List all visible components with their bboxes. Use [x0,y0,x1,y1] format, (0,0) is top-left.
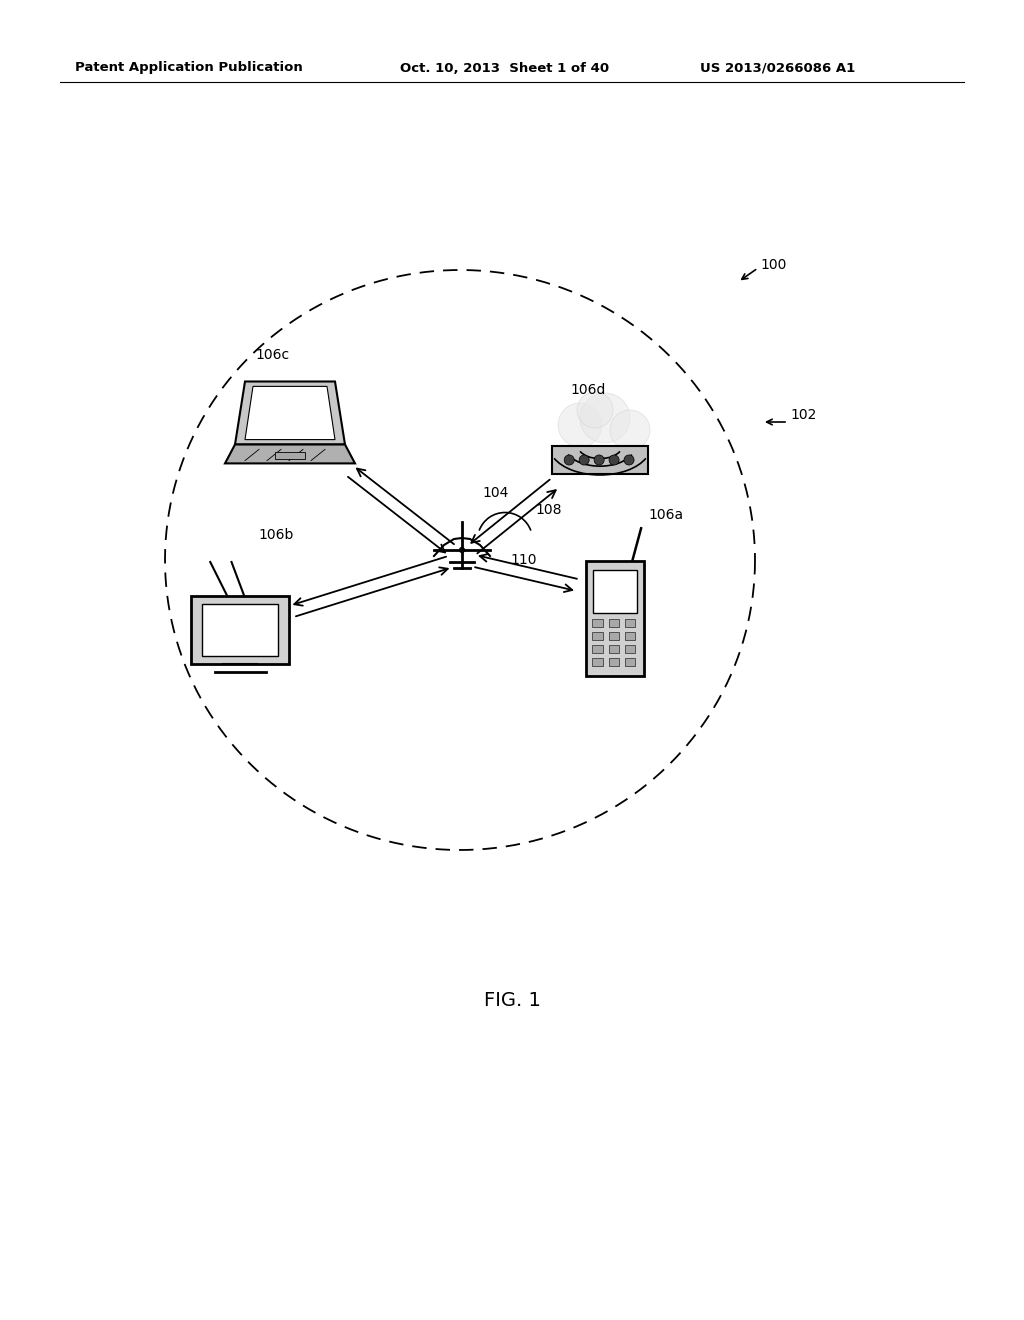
Bar [608,659,620,667]
Text: 104: 104 [482,486,508,500]
Bar [592,659,603,667]
Bar [275,451,305,458]
Circle shape [580,393,630,444]
Bar [625,645,635,653]
Text: 102: 102 [790,408,816,422]
Circle shape [564,455,574,465]
Bar [592,619,603,627]
Bar [202,605,279,656]
Polygon shape [234,381,345,445]
Circle shape [609,455,620,465]
Bar [586,561,644,676]
Text: 106a: 106a [648,508,683,521]
Circle shape [577,392,613,428]
Text: Oct. 10, 2013  Sheet 1 of 40: Oct. 10, 2013 Sheet 1 of 40 [400,62,609,74]
Text: 106d: 106d [570,383,605,397]
Text: 108: 108 [535,503,561,517]
Bar [608,619,620,627]
Text: 110: 110 [510,553,537,568]
Circle shape [460,548,465,552]
Bar [625,619,635,627]
Bar [625,659,635,667]
Bar [552,446,648,474]
Text: 106c: 106c [255,348,289,362]
Circle shape [624,455,634,465]
Bar [593,570,637,614]
Text: US 2013/0266086 A1: US 2013/0266086 A1 [700,62,855,74]
Text: FIG. 1: FIG. 1 [483,990,541,1010]
Polygon shape [245,387,335,440]
Text: Patent Application Publication: Patent Application Publication [75,62,303,74]
Bar [592,632,603,640]
Polygon shape [225,445,355,463]
Circle shape [558,403,602,447]
Circle shape [594,455,604,465]
Circle shape [610,411,650,450]
Bar [625,632,635,640]
Bar [592,645,603,653]
Bar [608,632,620,640]
Bar [608,645,620,653]
Circle shape [580,455,589,465]
Text: 100: 100 [760,257,786,272]
Bar [190,597,290,664]
Text: 106b: 106b [258,528,293,543]
